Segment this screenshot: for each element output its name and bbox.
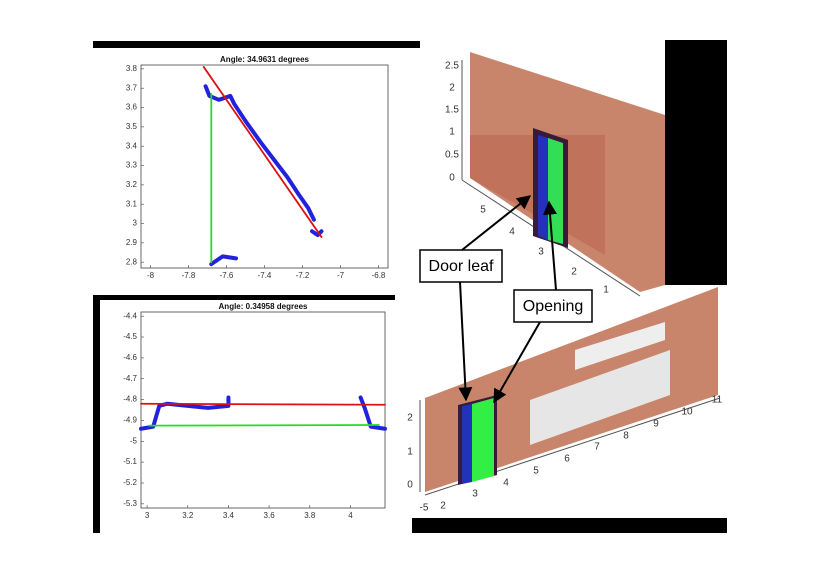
data-line	[148, 424, 380, 427]
y-tick-label: -4.4	[123, 311, 137, 320]
x-tick-label: -7.6	[220, 271, 234, 280]
bottom-x-ticks: -5	[420, 503, 429, 514]
bottom-z-ticks: 1	[407, 447, 413, 458]
x-tick-label: -7.2	[296, 271, 310, 280]
frame-bar	[665, 40, 727, 285]
top-z-ticks: 2	[449, 83, 455, 94]
top-z-ticks: 1.5	[445, 105, 459, 116]
x-tick-label: -7	[337, 271, 345, 280]
y-tick-label: 3.5	[126, 122, 138, 131]
chart-title: Angle: 0.34958 degrees	[219, 302, 308, 311]
plot-area	[140, 311, 386, 509]
y-tick-label: -5.1	[123, 457, 137, 466]
annotation-box	[513, 289, 593, 323]
annotations: Door leaf	[429, 258, 494, 275]
y-tick-label: 3.4	[126, 141, 138, 150]
bottom-x-ticks: 3	[472, 489, 478, 500]
top-depth-ticks: 5	[480, 205, 486, 216]
y-tick-label: 3	[133, 219, 138, 228]
chart-title: Angle: 34.9631 degrees	[220, 55, 309, 64]
y-tick-label: -5.2	[123, 478, 137, 487]
opening	[548, 138, 563, 244]
y-tick-label: 3.6	[126, 103, 138, 112]
frame-bar	[412, 518, 727, 533]
arrow	[493, 321, 541, 404]
door-leaf	[538, 135, 548, 240]
top-z-ticks: 2.5	[445, 61, 459, 72]
bottom-x-ticks: 5	[533, 466, 539, 477]
top-z-ticks: 1	[449, 127, 455, 138]
y-tick-label: 3.2	[126, 180, 138, 189]
y-tick-label: -4.6	[123, 353, 137, 362]
arrow	[543, 200, 557, 291]
plot-area	[140, 64, 389, 269]
y-tick-label: -4.8	[123, 395, 137, 404]
y-tick-label: -5.3	[123, 499, 137, 508]
frame-bar	[93, 41, 420, 48]
top-z-ticks: 0.5	[445, 150, 459, 161]
x-tick-label: -6.8	[372, 271, 386, 280]
annotation-box	[419, 249, 503, 283]
y-tick-label: -5	[130, 436, 138, 445]
y-tick-label: 3.8	[126, 64, 138, 73]
x-tick-label: 3.6	[264, 511, 276, 520]
top-z-ticks: 0	[449, 173, 455, 184]
y-tick-label: 3.1	[126, 199, 138, 208]
bottom-x-ticks: 4	[503, 478, 509, 489]
data-line	[202, 66, 323, 238]
bottom-x-ticks: 6	[564, 454, 570, 465]
y-tick-label: -4.9	[123, 416, 137, 425]
x-tick-label: -7.4	[258, 271, 272, 280]
x-tick-label: 3.8	[304, 511, 316, 520]
opening	[472, 398, 494, 482]
annotations: Opening	[523, 298, 584, 315]
bottom-x-ticks: 7	[594, 442, 600, 453]
bottom-x-ticks: 8	[623, 431, 629, 442]
x-tick-label: 3	[145, 511, 150, 520]
y-tick-label: -4.7	[123, 374, 137, 383]
bottom-z-ticks: 2	[407, 413, 413, 424]
furniture	[575, 322, 665, 370]
top-depth-ticks: 2	[571, 267, 577, 278]
top-depth-ticks: 3	[538, 247, 544, 258]
door-leaf	[462, 404, 472, 484]
frame-bar	[93, 295, 100, 533]
y-tick-label: -4.5	[123, 332, 137, 341]
x-tick-label: 3.2	[182, 511, 194, 520]
top-depth-ticks: 1	[603, 285, 609, 296]
data-line	[140, 402, 386, 406]
x-tick-label: -8	[147, 271, 155, 280]
top-depth-ticks: 4	[509, 227, 515, 238]
arrow	[458, 281, 473, 402]
furniture	[530, 350, 670, 445]
y-tick-label: 3.3	[126, 161, 138, 170]
y-tick-label: 3.7	[126, 83, 138, 92]
y-tick-label: 2.8	[126, 257, 138, 266]
x-tick-label: 4	[348, 511, 353, 520]
x-tick-label: 3.4	[223, 511, 235, 520]
bottom-x-ticks: 2	[440, 501, 446, 512]
bottom-x-ticks: 9	[653, 419, 659, 430]
y-tick-label: 2.9	[126, 238, 138, 247]
bottom-z-ticks: 0	[407, 480, 413, 491]
frame-bar	[93, 295, 395, 300]
bottom-x-ticks: 10	[681, 407, 693, 418]
data-line	[203, 84, 324, 267]
bottom-x-ticks: 11	[712, 395, 723, 406]
arrow	[461, 195, 532, 251]
x-tick-label: -7.8	[182, 271, 196, 280]
